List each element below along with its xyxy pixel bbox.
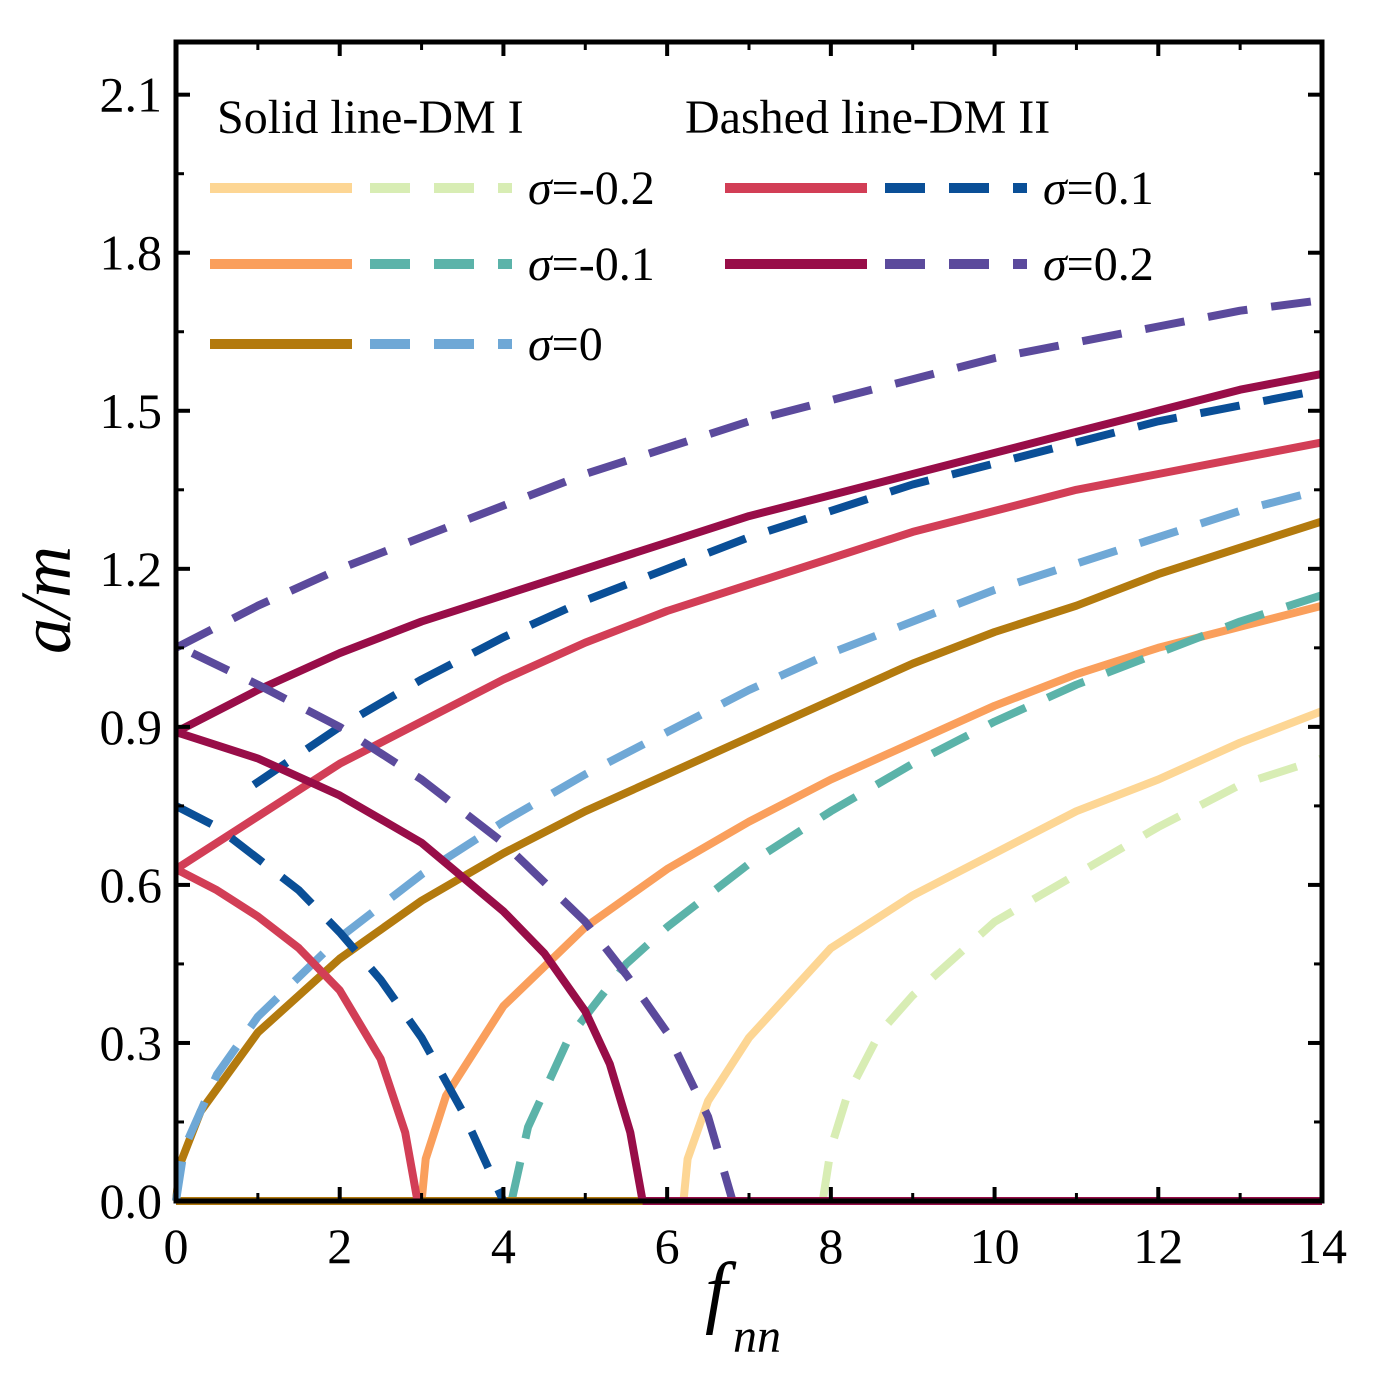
- legend-label-3: σ=0.1: [1043, 162, 1154, 215]
- series-line-14: [190, 649, 737, 1203]
- series-line-3: [507, 591, 1324, 1202]
- series-line-1: [818, 754, 1324, 1202]
- y-tick-label-4: 1.2: [100, 541, 163, 597]
- series-line-9: [251, 385, 1323, 789]
- y-tick-label-0: 0.0: [100, 1173, 163, 1229]
- legend-header-dashed: Dashed line-DM II: [685, 91, 1050, 144]
- axes: 0 2 4 6 8 10 12 14 0.0 0.3 0.6 0.9 1.2 1.5 1.8 2.1: [100, 39, 1347, 1274]
- legend-label-1: σ=-0.1: [528, 238, 655, 291]
- series-line-13: [174, 296, 1323, 652]
- legend-sigma-value-2: =0: [552, 318, 603, 371]
- y-axis-label: a/m: [6, 546, 86, 654]
- series-line-4: [172, 517, 1324, 1202]
- legend-sigma-value-0: =-0.2: [552, 162, 655, 215]
- series-line-12: [174, 728, 647, 1202]
- series-line-2: [417, 601, 1323, 1202]
- legend-label-0: σ=-0.2: [528, 162, 655, 215]
- y-tick-label-3: 0.9: [100, 699, 163, 755]
- x-tick-label-2: 4: [491, 1218, 516, 1274]
- legend-sigma-symbol-1: σ: [528, 238, 554, 291]
- x-tick-label-5: 10: [970, 1218, 1020, 1274]
- y-tick-label-7: 2.1: [100, 67, 163, 123]
- legend-sigma-symbol-4: σ: [1043, 238, 1069, 291]
- y-tick-label-6: 1.8: [100, 225, 163, 281]
- plot-lines: [172, 296, 1324, 1205]
- legend-header-solid: Solid line-DM I: [217, 91, 524, 144]
- legend-sigma-symbol-0: σ: [528, 162, 554, 215]
- legend-label-4: σ=0.2: [1043, 238, 1154, 291]
- x-tick-label-1: 2: [327, 1218, 352, 1274]
- legend-sigma-symbol-3: σ: [1043, 162, 1069, 215]
- x-tick-label-4: 8: [818, 1218, 843, 1274]
- x-axis-label-subscript: nn: [733, 1310, 781, 1363]
- series-line-0: [679, 707, 1324, 1202]
- legend-sigma-value-1: =-0.1: [552, 238, 655, 291]
- x-tick-label-0: 0: [164, 1218, 189, 1274]
- series-line-7: [173, 438, 1323, 873]
- y-tick-label-5: 1.5: [100, 383, 163, 439]
- legend: Solid line-DM I Dashed line-DM II σ=-0.2…: [210, 91, 1154, 371]
- legend-sigma-value-3: =0.1: [1067, 162, 1154, 215]
- legend-label-2: σ=0: [528, 318, 603, 371]
- x-tick-label-3: 6: [655, 1218, 680, 1274]
- series-line-11: [174, 369, 1323, 736]
- y-tick-label-1: 0.3: [100, 1015, 163, 1071]
- x-tick-label-7: 14: [1297, 1218, 1347, 1274]
- series-line-6: [172, 485, 1323, 1202]
- x-tick-label-6: 12: [1133, 1218, 1183, 1274]
- legend-sigma-value-4: =0.2: [1067, 238, 1154, 291]
- series-line-10: [174, 802, 508, 1203]
- legend-sigma-symbol-2: σ: [528, 318, 554, 371]
- y-tick-label-2: 0.6: [100, 857, 163, 913]
- series-line-8: [174, 865, 422, 1202]
- plot-frame: [173, 39, 1325, 1204]
